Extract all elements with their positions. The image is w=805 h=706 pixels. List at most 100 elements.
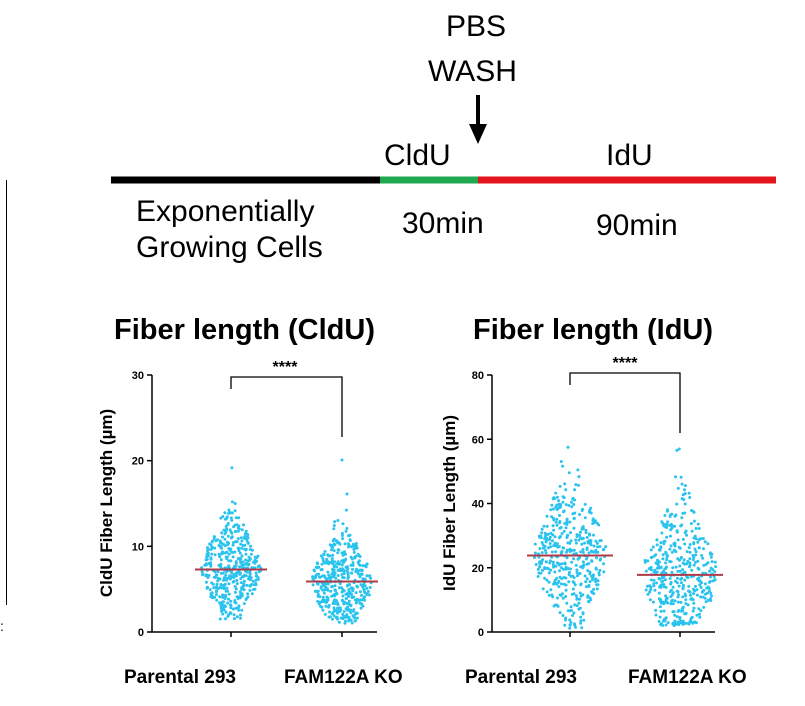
data-point — [330, 572, 334, 576]
x-category-parental-cldu: Parental 293 — [124, 667, 236, 688]
data-point — [251, 588, 255, 591]
data-point — [571, 574, 575, 578]
data-point — [311, 583, 315, 587]
data-point — [338, 562, 342, 566]
data-point — [700, 590, 704, 594]
data-point — [567, 471, 571, 475]
data-point — [547, 571, 551, 575]
data-point — [239, 542, 243, 546]
data-point — [553, 578, 557, 582]
data-point — [594, 567, 598, 571]
data-point — [649, 555, 653, 559]
data-point — [245, 570, 249, 574]
data-point — [316, 594, 320, 598]
point-group-1 — [643, 447, 718, 627]
data-point — [333, 608, 337, 612]
data-point — [708, 589, 711, 593]
data-point — [587, 539, 591, 543]
data-point — [244, 548, 248, 552]
data-point — [540, 562, 543, 565]
data-point — [655, 566, 659, 570]
data-point — [592, 550, 596, 554]
data-point — [557, 499, 561, 503]
data-point — [210, 552, 214, 556]
data-point — [547, 546, 550, 550]
data-point — [655, 543, 659, 547]
data-point — [678, 569, 682, 573]
data-point — [567, 504, 571, 507]
data-point — [231, 607, 235, 611]
data-point — [341, 553, 345, 557]
data-point — [213, 553, 217, 557]
data-point — [344, 615, 348, 619]
data-point — [336, 601, 339, 605]
data-point — [317, 602, 321, 606]
data-point — [332, 568, 336, 572]
data-point — [355, 569, 359, 573]
data-point — [256, 554, 260, 558]
data-point — [668, 524, 672, 527]
data-point — [598, 568, 602, 572]
data-point — [674, 550, 678, 554]
data-point — [551, 497, 555, 501]
data-point — [342, 569, 346, 573]
data-point — [241, 560, 245, 564]
data-point — [240, 608, 244, 612]
data-point — [232, 579, 236, 583]
data-point — [580, 626, 584, 630]
data-point — [645, 584, 649, 588]
data-point — [354, 591, 358, 595]
data-point — [680, 482, 684, 486]
data-point — [319, 568, 323, 572]
data-point — [345, 526, 349, 530]
data-point — [328, 575, 332, 579]
data-point — [231, 541, 235, 545]
adjacent-panel-border — [0, 180, 7, 605]
data-point — [365, 562, 369, 566]
data-point — [237, 546, 241, 550]
data-point — [709, 591, 713, 595]
data-point — [330, 612, 334, 616]
data-point — [322, 552, 326, 556]
data-point — [221, 535, 224, 539]
data-point — [533, 551, 537, 555]
data-point — [562, 529, 566, 533]
data-point — [680, 621, 684, 625]
data-point — [551, 533, 555, 537]
data-point — [684, 602, 688, 606]
data-point — [670, 599, 674, 603]
data-point — [313, 576, 317, 580]
data-point — [662, 585, 666, 589]
data-point — [649, 548, 653, 552]
data-point — [324, 604, 328, 608]
data-point — [544, 560, 548, 564]
data-point — [701, 556, 705, 560]
data-point — [652, 578, 656, 582]
data-point — [696, 577, 699, 581]
data-point — [321, 559, 325, 563]
data-point — [326, 596, 330, 600]
data-point — [239, 557, 243, 561]
data-point — [689, 593, 692, 597]
data-point — [321, 595, 325, 599]
data-point — [663, 578, 667, 582]
data-point — [685, 562, 689, 566]
data-point — [666, 621, 670, 625]
data-point — [332, 606, 336, 610]
data-point — [236, 537, 240, 541]
data-point — [708, 551, 712, 555]
data-point — [239, 577, 243, 581]
data-point — [690, 615, 694, 619]
data-point — [334, 589, 338, 593]
data-point — [683, 592, 687, 596]
data-point — [356, 585, 359, 589]
data-point — [686, 603, 690, 607]
data-point — [351, 567, 354, 571]
data-point — [707, 580, 711, 584]
data-point — [556, 596, 559, 600]
data-point — [221, 515, 225, 518]
data-point — [221, 612, 225, 616]
data-point — [558, 535, 562, 538]
data-point — [246, 595, 250, 599]
data-point — [357, 598, 361, 602]
